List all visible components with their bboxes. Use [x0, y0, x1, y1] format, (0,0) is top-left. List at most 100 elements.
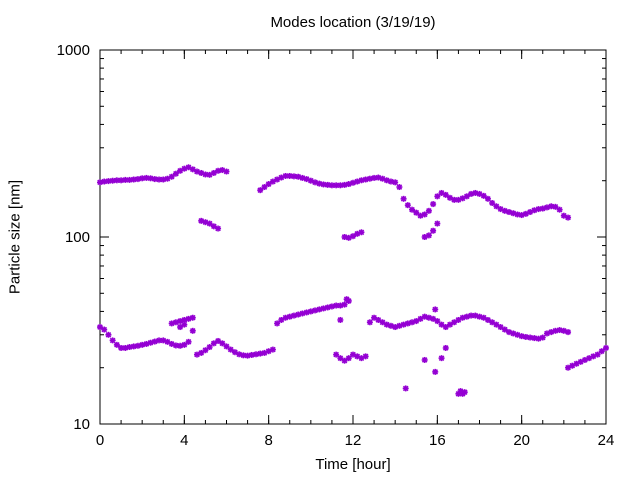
marker-stroke [493, 321, 500, 328]
marker-stroke [489, 200, 495, 206]
data-point [493, 321, 500, 328]
marker-stroke [223, 343, 230, 350]
data-point [501, 326, 508, 333]
marker-stroke [464, 193, 470, 200]
marker-stroke [227, 346, 234, 353]
marker-stroke [223, 168, 230, 175]
data-point [345, 355, 352, 362]
marker-stroke [501, 208, 508, 214]
marker-stroke [405, 202, 411, 208]
data-point [215, 225, 222, 232]
marker-stroke [282, 173, 289, 179]
marker-stroke [371, 314, 377, 321]
data-point [265, 181, 272, 188]
marker-stroke [451, 197, 458, 203]
data-point [350, 351, 356, 358]
marker-stroke [232, 349, 238, 356]
marker-stroke [122, 177, 129, 183]
data-point [168, 173, 175, 180]
marker-stroke [434, 220, 441, 227]
marker-stroke [177, 324, 183, 330]
marker-stroke [434, 193, 441, 200]
x-tick-label: 8 [264, 432, 272, 449]
marker-stroke [556, 327, 563, 333]
marker-stroke [202, 219, 209, 226]
marker-stroke [219, 167, 226, 173]
data-point [261, 184, 268, 191]
data-point [206, 344, 213, 351]
data-point [219, 340, 226, 347]
marker-stroke [194, 168, 200, 175]
data-point [189, 314, 196, 321]
data-point [366, 319, 373, 326]
marker-stroke [198, 218, 205, 224]
marker-stroke [173, 342, 179, 349]
marker-stroke [253, 351, 259, 358]
y-tick-label: 100 [65, 229, 90, 246]
data-point [438, 355, 445, 362]
tick-labels: 0 4 8 12 16 20 24 10 100 1000 [57, 42, 615, 449]
marker-stroke [130, 343, 137, 350]
marker-stroke [189, 166, 196, 173]
marker-stroke [485, 196, 491, 202]
marker-stroke [219, 340, 226, 347]
marker-stroke [438, 321, 445, 328]
x-tick-label: 12 [345, 432, 362, 449]
data-point [113, 177, 120, 184]
data-point [480, 192, 487, 199]
marker-stroke [561, 328, 567, 334]
marker-stroke [143, 175, 150, 181]
data-point [493, 203, 500, 210]
marker-stroke [173, 170, 179, 177]
marker-stroke [109, 177, 116, 184]
data-point [552, 203, 559, 210]
data-point [476, 190, 483, 197]
data-point [215, 337, 222, 344]
marker-stroke [379, 319, 386, 326]
data-point [101, 326, 108, 333]
marker-stroke [126, 344, 133, 350]
x-tick-label: 4 [180, 432, 188, 449]
marker-stroke [523, 334, 529, 340]
marker-stroke [320, 181, 327, 188]
data-point [274, 320, 281, 327]
data-point [434, 220, 441, 227]
marker-stroke [426, 314, 432, 321]
marker-stroke [421, 313, 428, 320]
data-point [442, 324, 449, 331]
marker-stroke [236, 351, 242, 358]
marker-stroke [316, 180, 323, 187]
marker-stroke [147, 175, 154, 182]
marker-stroke [531, 335, 538, 341]
data-point [489, 319, 496, 326]
marker-stroke [350, 351, 356, 358]
marker-stroke [341, 234, 348, 240]
y-tick-label: 1000 [57, 42, 90, 59]
data-point [421, 211, 428, 218]
marker-stroke [270, 346, 276, 353]
data-point [333, 302, 340, 309]
data-point [341, 301, 348, 308]
marker-stroke [333, 351, 339, 358]
data-point [442, 344, 449, 351]
data-point [324, 181, 331, 188]
marker-stroke [265, 181, 272, 187]
marker-stroke [181, 342, 188, 348]
data-point [556, 206, 563, 213]
marker-stroke [156, 337, 162, 344]
marker-stroke [341, 301, 348, 308]
marker-stroke [426, 232, 432, 239]
marker-stroke [198, 350, 205, 356]
marker-stroke [527, 334, 533, 341]
data-point [404, 202, 411, 209]
marker-stroke [438, 190, 445, 196]
data-point [497, 324, 504, 331]
data-point [97, 324, 103, 331]
marker-stroke [215, 225, 221, 232]
marker-stroke [461, 389, 468, 395]
marker-stroke [409, 206, 415, 213]
data-point [565, 329, 572, 336]
data-point [358, 229, 365, 236]
